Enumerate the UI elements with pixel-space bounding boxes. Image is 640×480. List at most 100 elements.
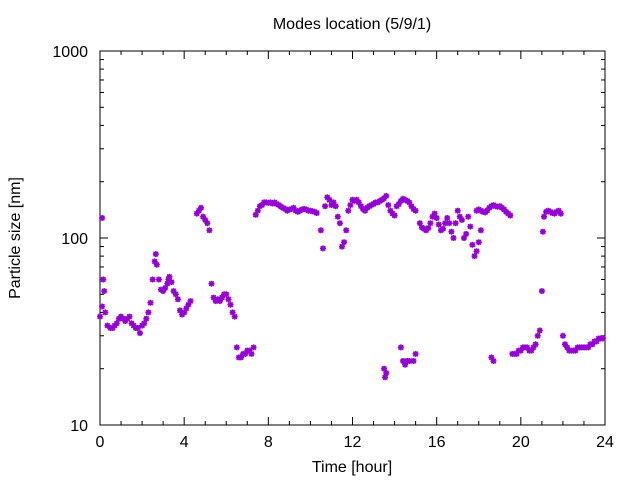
data-point: [254, 207, 261, 214]
y-tick-label: 1000: [52, 44, 88, 61]
data-point: [172, 291, 179, 298]
data-point: [225, 296, 232, 303]
data-point: [355, 199, 362, 206]
data-point: [557, 210, 564, 217]
data-point: [562, 341, 568, 348]
data-point: [229, 309, 236, 316]
data-point: [534, 332, 541, 339]
data-point: [524, 344, 531, 351]
data-point: [381, 365, 388, 372]
data-point: [246, 347, 253, 354]
data-point: [219, 294, 225, 301]
x-tick-label: 8: [264, 434, 273, 451]
data-point: [406, 358, 413, 364]
data-point: [343, 227, 350, 234]
data-point: [433, 215, 440, 221]
data-point: [334, 213, 341, 220]
data-point: [174, 296, 181, 303]
data-point: [183, 305, 190, 312]
axis-ticks: 0 4 8 12 16 20 24 10 100 1000: [52, 44, 614, 451]
data-point: [536, 327, 543, 334]
data-point: [200, 213, 207, 220]
data-point: [465, 213, 472, 220]
data-point: [166, 273, 173, 280]
data-point: [204, 220, 211, 227]
data-point: [330, 199, 337, 206]
data-point: [101, 288, 108, 295]
y-tick-label: 10: [70, 418, 88, 435]
data-point: [362, 207, 369, 214]
data-point: [195, 207, 202, 214]
data-point: [208, 280, 215, 287]
data-point: [322, 203, 329, 210]
data-point: [444, 215, 451, 221]
data-point: [202, 216, 209, 223]
data-point: [353, 196, 360, 203]
data-point: [530, 344, 537, 351]
data-point: [471, 253, 478, 260]
data-point: [467, 223, 474, 230]
data-point: [442, 220, 449, 227]
data-point: [149, 276, 156, 283]
data-point: [152, 251, 159, 258]
data-point: [559, 332, 566, 339]
data-point: [490, 358, 497, 364]
data-point: [141, 320, 148, 327]
data-point: [290, 204, 297, 211]
data-point: [528, 347, 535, 354]
data-point: [145, 309, 152, 316]
data-point: [259, 202, 265, 209]
data-point: [151, 258, 158, 265]
data-point: [469, 241, 476, 248]
data-point: [227, 301, 234, 308]
data-point: [391, 212, 398, 219]
data-point: [564, 344, 571, 351]
plot-frame: [99, 50, 606, 426]
data-point: [412, 350, 419, 357]
data-point: [320, 245, 326, 252]
data-point: [541, 213, 547, 220]
data-point: [168, 279, 175, 286]
data-point: [585, 344, 592, 351]
data-point: [177, 307, 183, 314]
data-point: [99, 215, 106, 221]
data-point: [102, 309, 109, 316]
data-point: [126, 313, 133, 320]
data-point: [456, 213, 463, 220]
data-point: [385, 202, 392, 209]
data-point: [113, 320, 120, 327]
data-point: [412, 207, 419, 214]
data-point: [137, 330, 143, 337]
data-point: [326, 196, 333, 203]
x-tick-label: 0: [96, 434, 105, 451]
data-point: [475, 239, 482, 246]
data-point: [97, 313, 103, 320]
data-point: [450, 235, 457, 241]
x-tick-label: 16: [428, 434, 446, 451]
data-point: [572, 347, 579, 354]
data-point: [452, 220, 459, 227]
data-point: [400, 358, 406, 364]
data-point: [538, 288, 545, 295]
data-point: [461, 235, 467, 241]
data-point: [477, 227, 484, 234]
data-point: [458, 216, 465, 223]
data-point: [252, 211, 259, 218]
data-point: [357, 203, 364, 210]
data-point: [187, 298, 194, 305]
data-point: [381, 195, 388, 202]
data-point: [324, 194, 331, 201]
data-point: [317, 227, 324, 234]
data-point: [181, 309, 188, 316]
data-point: [104, 322, 111, 329]
data-point: [185, 301, 192, 308]
data-point: [425, 225, 432, 232]
data-point: [435, 221, 442, 228]
x-tick-label: 24: [596, 434, 614, 451]
data-point: [238, 354, 244, 361]
x-tick-label: 12: [344, 434, 362, 451]
data-point: [134, 325, 141, 331]
data-point: [488, 354, 495, 361]
data-point: [206, 227, 213, 234]
data-point: [328, 202, 335, 209]
